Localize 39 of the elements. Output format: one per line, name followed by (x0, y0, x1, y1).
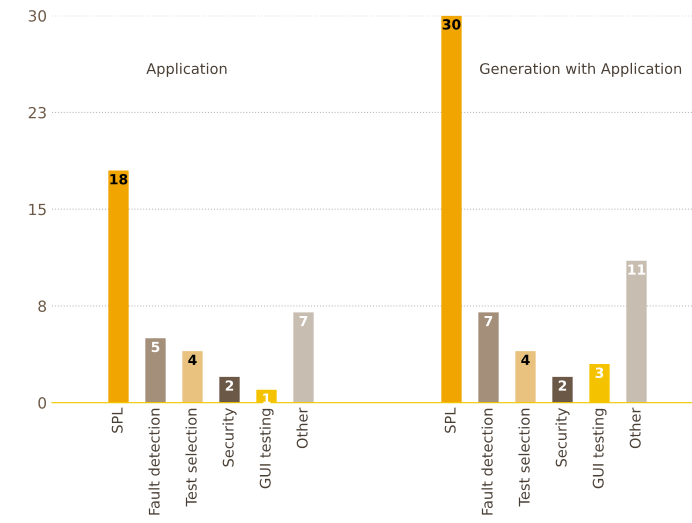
bar (441, 16, 462, 403)
data-label: 4 (188, 354, 197, 365)
x-tick-label: Fault detection (481, 408, 493, 515)
data-label: 4 (521, 354, 530, 365)
bar (145, 338, 166, 403)
y-tick-label: 23 (28, 106, 46, 118)
data-label: 18 (110, 174, 128, 184)
y-tick-label: 8 (38, 300, 46, 312)
x-tick-label: Test selection (518, 408, 530, 507)
x-tick-label: SPL (112, 408, 123, 433)
data-label: 1 (263, 393, 270, 404)
x-tick-label: GUI testing (592, 408, 607, 488)
data-label: 7 (484, 316, 492, 326)
annotation: Application (146, 62, 226, 77)
data-label: 5 (152, 342, 160, 352)
bar (478, 312, 499, 403)
y-tick-label: 0 (38, 397, 46, 409)
x-tick-label: Security (555, 408, 570, 466)
x-tick-label: Other (629, 408, 641, 448)
y-tick-label: 15 (29, 204, 46, 216)
y-tick-label: 30 (28, 10, 46, 22)
x-tick-label: SPL (444, 408, 456, 433)
x-tick-label: Security (222, 408, 237, 466)
data-label: 2 (558, 380, 566, 391)
data-label: 7 (300, 316, 308, 326)
bar (626, 260, 647, 403)
data-label: 30 (442, 19, 460, 30)
data-label: 2 (226, 380, 234, 391)
data-label: 11 (628, 264, 646, 275)
annotation: Generation with Application (480, 62, 682, 77)
x-tick-label: Other (296, 408, 308, 448)
x-tick-label: Test selection (185, 408, 197, 507)
x-tick-label: GUI testing (259, 408, 274, 488)
bar (293, 312, 314, 403)
bar (108, 170, 129, 403)
bar (515, 351, 536, 403)
bar (182, 351, 203, 403)
x-tick-label: Fault detection (148, 408, 160, 515)
data-label: 3 (596, 367, 604, 378)
